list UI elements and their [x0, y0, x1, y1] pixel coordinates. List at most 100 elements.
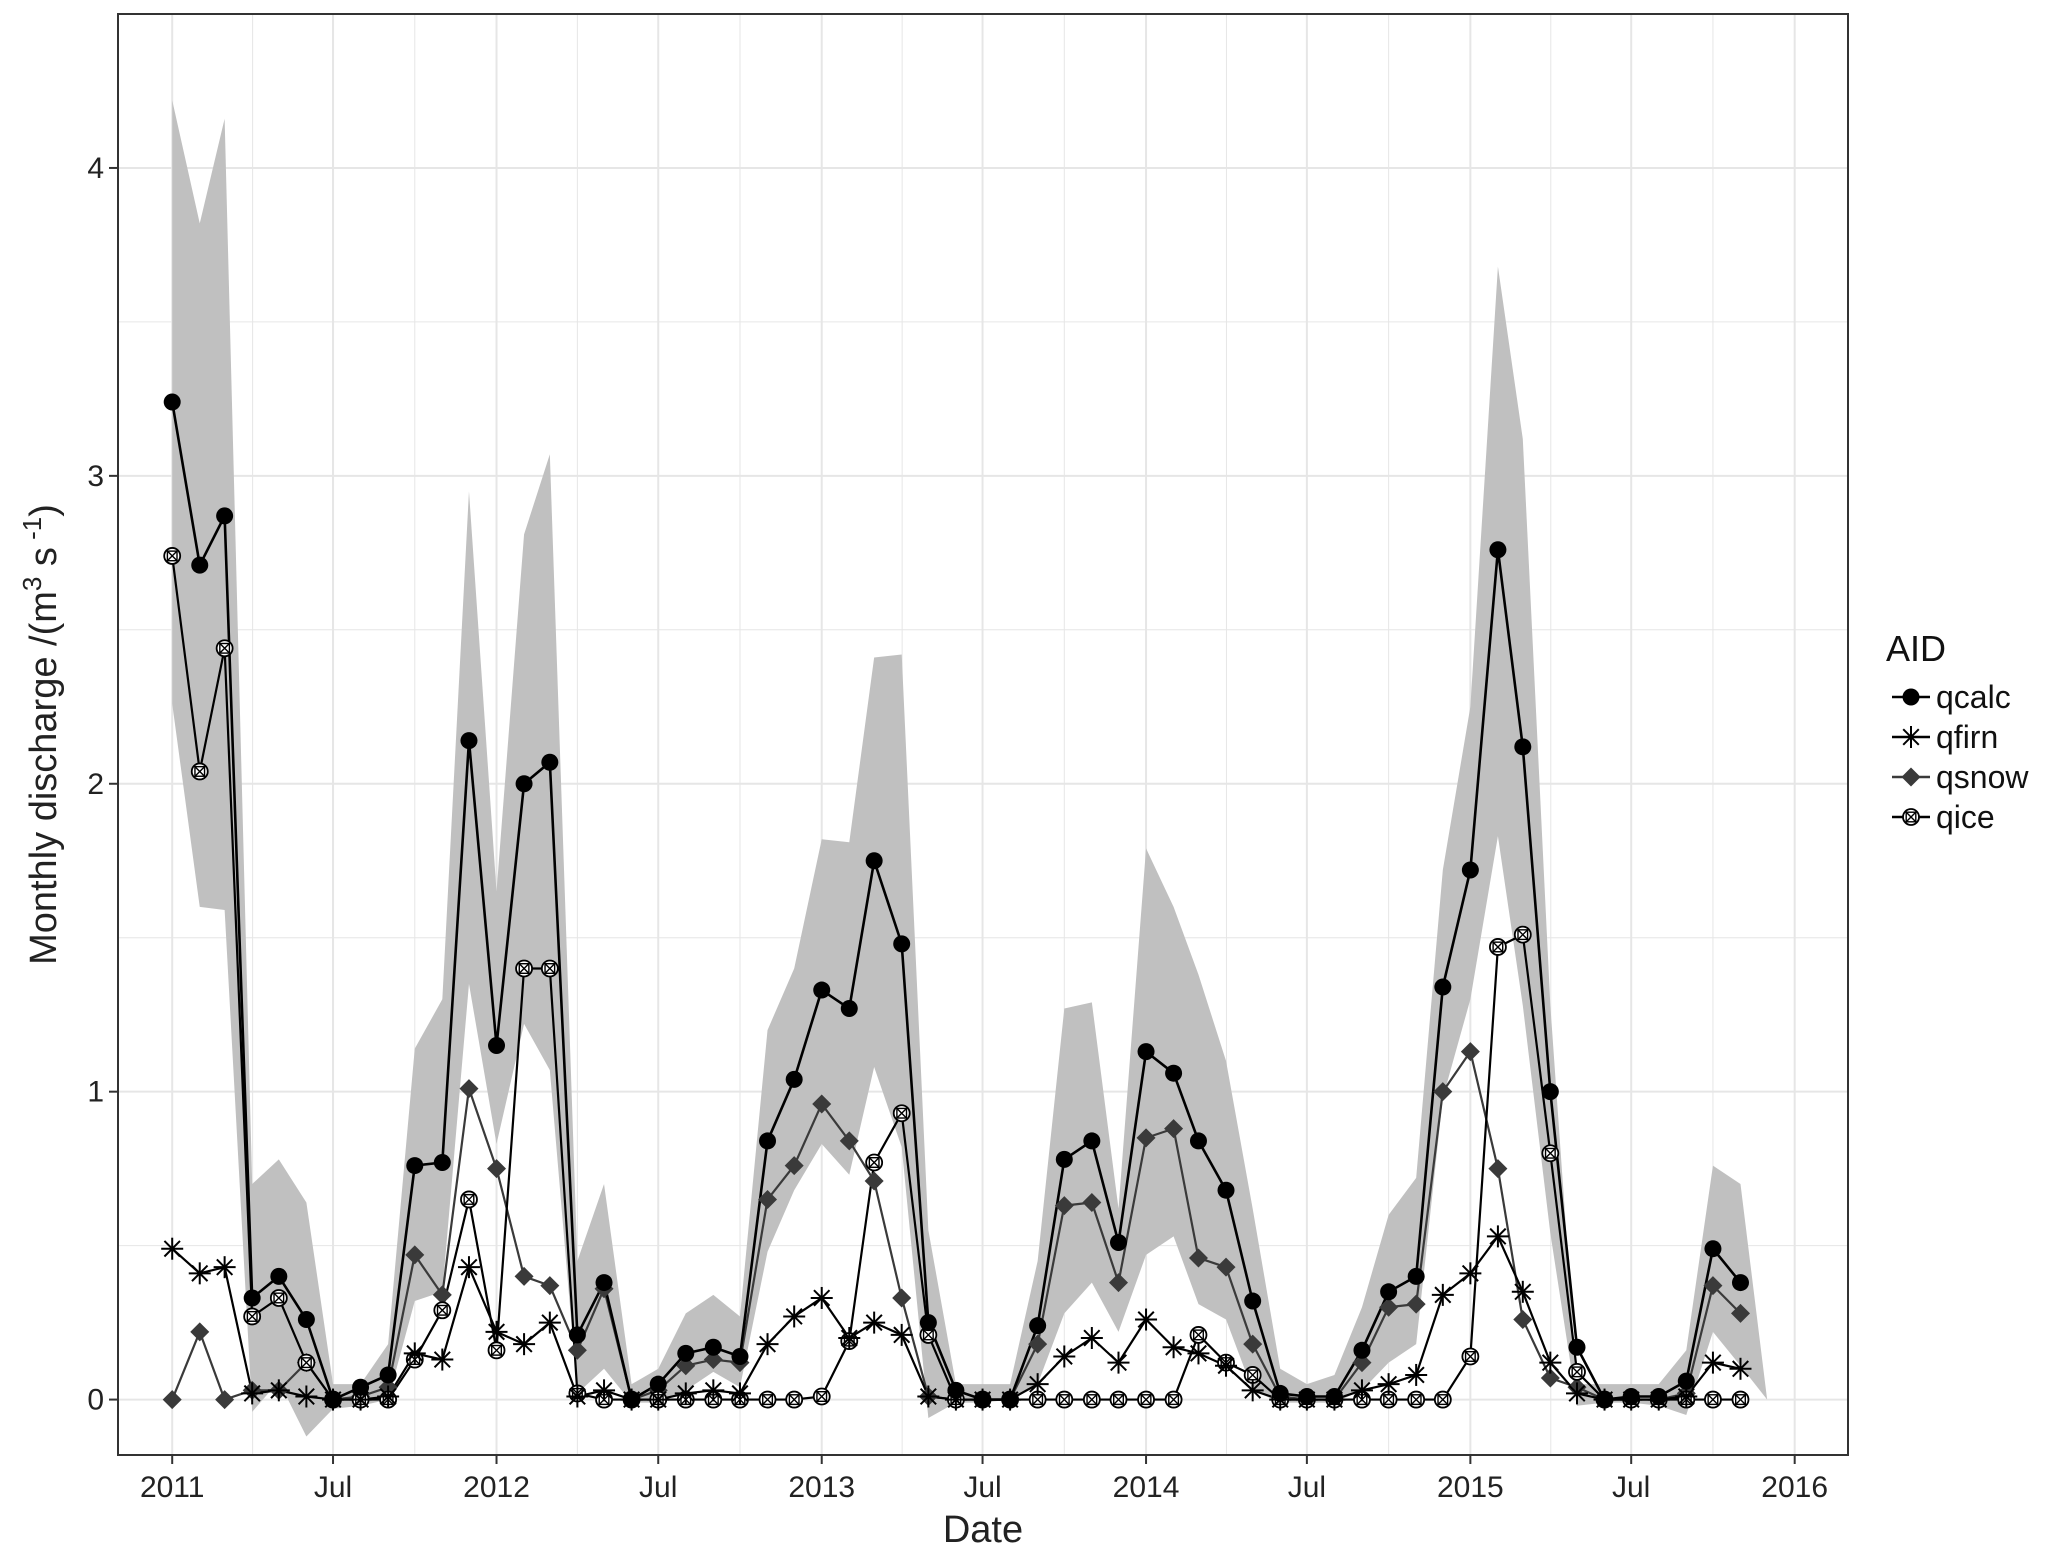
point-qice-square — [1086, 1394, 1098, 1406]
point-qsnow-shape — [1433, 1082, 1453, 1102]
point-qcalc-shape — [1029, 1317, 1047, 1335]
point-qice — [1407, 1390, 1426, 1409]
point-qcalc — [1271, 1384, 1289, 1402]
point-qice-x2 — [1436, 1393, 1449, 1406]
point-qfirn — [295, 1385, 318, 1408]
point-qcalc — [1083, 1132, 1101, 1150]
point-qice — [1028, 1390, 1047, 1409]
point-qcalc — [1677, 1372, 1695, 1390]
point-qcalc — [865, 852, 883, 870]
point-qice-x2 — [1516, 928, 1529, 941]
point-qcalc — [1731, 1274, 1749, 1292]
point-qfirn-stroke — [1110, 1354, 1127, 1372]
point-qsnow-shape — [1406, 1294, 1426, 1314]
point-qice — [515, 959, 533, 978]
point-qcalc-shape — [1461, 861, 1479, 879]
x-tick-label: 2012 — [463, 1471, 530, 1504]
point-qfirn — [1241, 1379, 1264, 1402]
point-qfirn-stroke — [1055, 1347, 1073, 1365]
point-qcalc — [595, 1274, 613, 1292]
point-qcalc — [1325, 1387, 1343, 1405]
point-qcalc — [460, 732, 478, 750]
point-qice — [1541, 1144, 1560, 1163]
point-qcalc-shape — [1677, 1372, 1695, 1390]
point-qcalc — [1110, 1234, 1128, 1252]
point-qice — [433, 1301, 452, 1320]
point-qfirn — [213, 1256, 236, 1279]
point-qsnow — [514, 1266, 534, 1286]
point-qcalc — [1650, 1387, 1668, 1405]
point-qsnow-shape — [1703, 1276, 1723, 1296]
point-qfirn — [1215, 1354, 1238, 1377]
point-qfirn — [1107, 1351, 1130, 1374]
point-qcalc-shape — [865, 852, 883, 870]
point-qsnow-shape — [1136, 1128, 1156, 1148]
point-qice-square — [1734, 1394, 1746, 1406]
point-qfirn-stroke — [1380, 1375, 1398, 1393]
point-qsnow-shape — [190, 1322, 210, 1342]
point-qfirn — [1135, 1308, 1158, 1331]
legend-key-marker-stroke — [1902, 728, 1920, 746]
x-tick-label: Jul — [1288, 1471, 1326, 1504]
point-qfirn-stroke — [270, 1381, 288, 1399]
point-qice-square — [1113, 1394, 1125, 1406]
point-qsnow — [839, 1131, 859, 1151]
point-qice-square — [544, 963, 556, 975]
legend-item-qice: qice — [1892, 799, 1995, 835]
point-qsnow — [676, 1356, 696, 1376]
point-qsnow — [162, 1390, 182, 1410]
point-qcalc-shape — [1489, 541, 1507, 559]
point-qcalc-shape — [1189, 1132, 1207, 1150]
point-qice-square — [868, 1156, 880, 1168]
point-qice-x2 — [1570, 1365, 1583, 1378]
point-qcalc — [297, 1311, 315, 1329]
point-qice-x2 — [895, 1107, 908, 1120]
point-qfirn-stroke — [1568, 1384, 1586, 1402]
point-qice-x2 — [1410, 1393, 1423, 1406]
legend-key-marker — [1902, 688, 1920, 706]
point-qfirn-stroke — [759, 1335, 777, 1353]
point-qice — [1137, 1390, 1155, 1409]
point-qfirn — [783, 1305, 806, 1328]
point-qsnow-shape — [1109, 1273, 1129, 1293]
point-qice — [1568, 1362, 1586, 1381]
point-qfirn — [1405, 1363, 1428, 1386]
point-qfirn-stroke — [1704, 1354, 1722, 1372]
point-qfirn — [702, 1379, 725, 1402]
point-qcalc — [568, 1326, 586, 1344]
point-qcalc-shape — [677, 1344, 695, 1362]
point-qice — [215, 639, 234, 658]
point-qfirn-stroke — [541, 1314, 559, 1332]
point-qice-x2 — [1464, 1350, 1477, 1363]
series-markers — [161, 393, 1752, 1411]
legend-key-marker-x2 — [1905, 811, 1917, 823]
point-qcalc — [919, 1314, 937, 1332]
point-qcalc — [1165, 1064, 1183, 1082]
point-qsnow-shape — [812, 1094, 832, 1114]
point-qfirn — [838, 1326, 861, 1349]
point-qcalc-shape — [1514, 738, 1532, 756]
point-qsnow — [1216, 1257, 1236, 1277]
point-qice-x2 — [1085, 1393, 1098, 1406]
point-qice — [460, 1190, 478, 1209]
point-qsnow-shape — [758, 1189, 778, 1209]
point-qice-square — [1571, 1366, 1583, 1378]
y-tick-label: 1 — [87, 1076, 104, 1109]
point-qsnow — [1460, 1042, 1480, 1062]
point-qsnow — [432, 1285, 452, 1305]
point-qfirn — [728, 1382, 751, 1405]
point-qfirn-stroke — [488, 1323, 506, 1341]
point-qfirn-stroke — [191, 1264, 209, 1282]
point-qsnow — [567, 1340, 587, 1360]
point-qfirn-stroke — [731, 1384, 749, 1402]
point-qsnow-shape — [1054, 1196, 1074, 1216]
y-axis-title-end: ) — [23, 504, 65, 517]
point-qcalc — [813, 981, 831, 999]
point-qsnow — [1488, 1159, 1508, 1179]
point-qcalc — [1541, 1083, 1559, 1101]
legend-key-marker-square — [1905, 811, 1917, 823]
point-qsnow-shape — [487, 1159, 507, 1179]
point-qsnow-shape — [676, 1356, 696, 1376]
point-qice-square — [194, 765, 206, 777]
point-qcalc — [1461, 861, 1479, 879]
